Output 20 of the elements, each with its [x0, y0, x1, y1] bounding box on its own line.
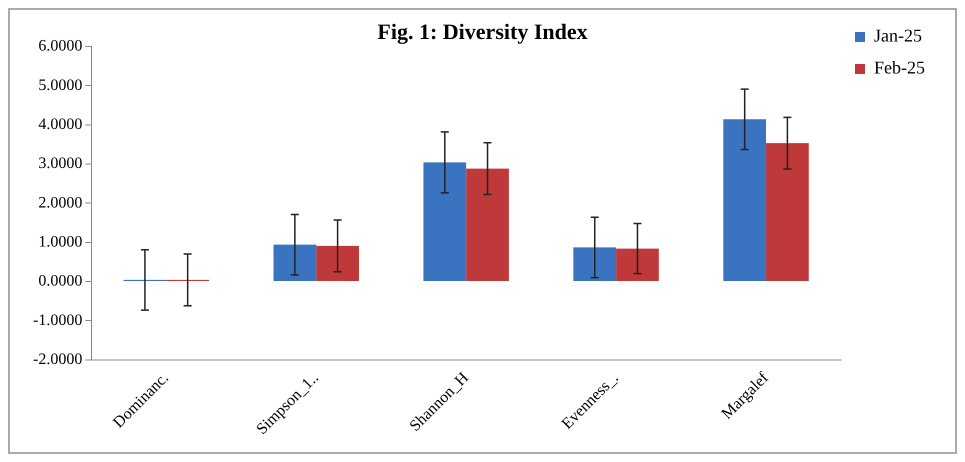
y-tick-label: 2.0000 — [38, 194, 82, 212]
bar — [274, 244, 316, 281]
bar — [466, 168, 509, 281]
bar — [573, 247, 616, 281]
y-tick-label: 3.0000 — [38, 155, 82, 172]
y-tick-label: 4.0000 — [38, 116, 82, 133]
bar — [616, 248, 659, 281]
legend-label: Jan-25 — [874, 26, 922, 46]
y-tick-label: 1.0000 — [38, 234, 82, 251]
y-tick-label: 5.0000 — [38, 76, 82, 94]
bar — [423, 162, 466, 281]
legend-label: Feb-25 — [874, 58, 926, 78]
y-tick-label: -2.0000 — [33, 351, 82, 368]
bar — [723, 119, 766, 281]
bar — [316, 246, 359, 281]
bar — [766, 143, 809, 281]
y-tick-label: 0.0000 — [38, 272, 82, 290]
chart-title: Fig. 1: Diversity Index — [377, 18, 588, 44]
y-tick-label: -1.0000 — [33, 312, 82, 329]
y-tick-label: 6.0000 — [38, 38, 82, 55]
